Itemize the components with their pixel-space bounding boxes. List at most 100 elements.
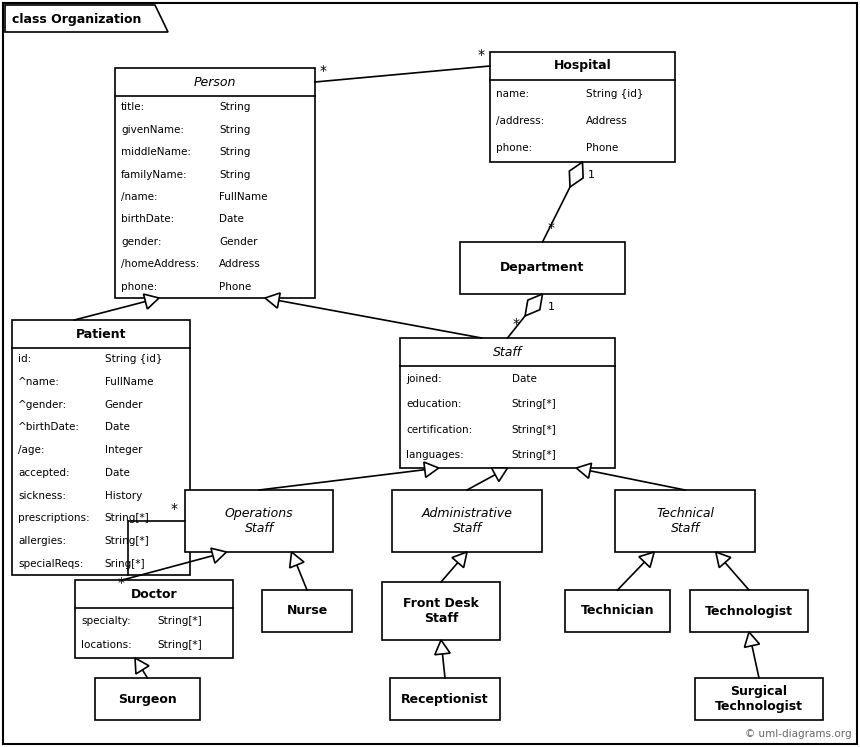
Text: familyName:: familyName:: [121, 170, 187, 179]
Text: sickness:: sickness:: [18, 491, 66, 500]
Text: Integer: Integer: [105, 445, 142, 455]
Text: Gender: Gender: [105, 400, 143, 410]
Text: joined:: joined:: [406, 374, 442, 384]
Text: Date: Date: [512, 374, 537, 384]
Text: String {id}: String {id}: [587, 89, 643, 99]
Text: /name:: /name:: [121, 192, 157, 202]
Text: Staff: Staff: [493, 346, 522, 359]
Text: specialty:: specialty:: [81, 616, 131, 625]
Text: prescriptions:: prescriptions:: [18, 513, 89, 523]
Text: Patient: Patient: [76, 327, 126, 341]
Text: String {id}: String {id}: [105, 354, 162, 365]
Text: String[*]: String[*]: [512, 425, 556, 435]
Text: languages:: languages:: [406, 450, 464, 460]
Bar: [382, 582, 500, 640]
Text: gender:: gender:: [121, 237, 162, 247]
Text: *: *: [171, 502, 178, 516]
Text: String: String: [219, 102, 250, 112]
Text: 1: 1: [587, 170, 594, 180]
Text: 1: 1: [548, 302, 555, 312]
Text: Person: Person: [194, 75, 236, 88]
Text: ^gender:: ^gender:: [18, 400, 67, 410]
Text: *: *: [513, 317, 519, 331]
Text: Technical
Staff: Technical Staff: [656, 507, 714, 535]
Polygon shape: [435, 640, 450, 654]
Text: Front Desk
Staff: Front Desk Staff: [403, 597, 479, 625]
Text: locations:: locations:: [81, 640, 132, 651]
Text: phone:: phone:: [121, 282, 157, 292]
Polygon shape: [576, 463, 592, 478]
Text: String[*]: String[*]: [105, 513, 150, 523]
Bar: [12, 320, 190, 575]
Bar: [185, 490, 333, 552]
Polygon shape: [639, 552, 654, 568]
Text: History: History: [105, 491, 142, 500]
Bar: [695, 678, 823, 720]
Polygon shape: [452, 552, 467, 568]
Polygon shape: [745, 632, 759, 648]
Text: Sring[*]: Sring[*]: [105, 559, 145, 568]
Bar: [565, 590, 670, 632]
Text: ^birthDate:: ^birthDate:: [18, 423, 80, 433]
Text: specialReqs:: specialReqs:: [18, 559, 83, 568]
Text: *: *: [118, 576, 125, 590]
Text: Phone: Phone: [587, 143, 618, 153]
Polygon shape: [135, 658, 149, 674]
Text: Nurse: Nurse: [286, 604, 328, 618]
Text: allergies:: allergies:: [18, 536, 66, 546]
Bar: [95, 678, 200, 720]
Polygon shape: [290, 552, 304, 568]
Text: Administrative
Staff: Administrative Staff: [421, 507, 513, 535]
Bar: [392, 490, 542, 552]
Text: String[*]: String[*]: [512, 450, 556, 460]
Text: /age:: /age:: [18, 445, 45, 455]
Text: String[*]: String[*]: [105, 536, 150, 546]
Text: certification:: certification:: [406, 425, 472, 435]
Bar: [490, 52, 675, 162]
Text: birthDate:: birthDate:: [121, 214, 175, 224]
Polygon shape: [424, 462, 439, 477]
Polygon shape: [5, 5, 168, 32]
Polygon shape: [525, 294, 543, 316]
Text: Hospital: Hospital: [554, 60, 611, 72]
Polygon shape: [265, 293, 280, 308]
Text: title:: title:: [121, 102, 145, 112]
Text: Address: Address: [587, 116, 628, 126]
Text: *: *: [320, 64, 327, 78]
Text: Surgeon: Surgeon: [118, 692, 177, 705]
Text: id:: id:: [18, 354, 31, 365]
Bar: [115, 68, 315, 298]
Text: Technician: Technician: [580, 604, 654, 618]
Polygon shape: [144, 294, 159, 309]
Text: String[*]: String[*]: [157, 616, 202, 625]
Polygon shape: [211, 548, 226, 563]
Bar: [690, 590, 808, 632]
Text: /homeAddress:: /homeAddress:: [121, 259, 200, 270]
Text: Gender: Gender: [219, 237, 257, 247]
Bar: [460, 242, 625, 294]
Polygon shape: [492, 468, 507, 482]
Polygon shape: [716, 552, 731, 568]
Text: Surgical
Technologist: Surgical Technologist: [715, 685, 803, 713]
Bar: [390, 678, 500, 720]
Polygon shape: [569, 162, 583, 187]
Text: FullName: FullName: [105, 377, 153, 387]
Text: middleName:: middleName:: [121, 147, 191, 157]
Text: name:: name:: [496, 89, 529, 99]
Text: *: *: [478, 48, 485, 62]
Text: /address:: /address:: [496, 116, 544, 126]
Text: Phone: Phone: [219, 282, 251, 292]
Bar: [262, 590, 352, 632]
Bar: [75, 580, 233, 658]
Text: givenName:: givenName:: [121, 125, 184, 134]
Text: String[*]: String[*]: [512, 399, 556, 409]
Text: education:: education:: [406, 399, 462, 409]
Text: Technologist: Technologist: [705, 604, 793, 618]
Text: Operations
Staff: Operations Staff: [224, 507, 293, 535]
Text: Receptionist: Receptionist: [401, 692, 488, 705]
Text: String: String: [219, 125, 250, 134]
Text: phone:: phone:: [496, 143, 532, 153]
Text: Department: Department: [501, 261, 585, 274]
Text: class Organization: class Organization: [12, 13, 141, 25]
Bar: [400, 338, 615, 468]
